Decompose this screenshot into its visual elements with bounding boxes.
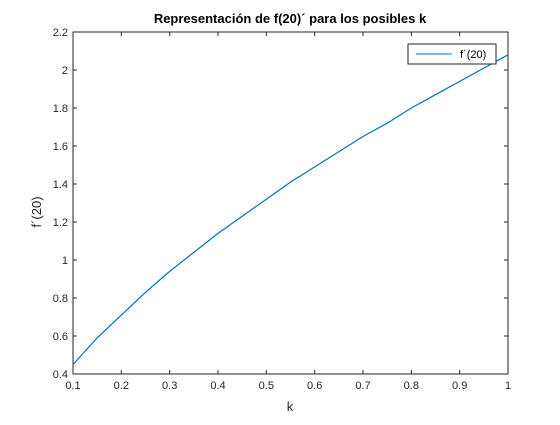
- x-tick-label: 0.5: [259, 380, 274, 392]
- x-tick-label: 0.6: [307, 380, 322, 392]
- y-axis-ticks: 0.4 0.6 0.8 1 1.2 1.4 1.6 1.8 2 2.2: [53, 27, 508, 381]
- x-tick-label: 0.2: [114, 380, 129, 392]
- chart-title: Representación de f(20)´ para los posibl…: [154, 11, 427, 26]
- x-tick-label: 0.8: [404, 380, 419, 392]
- legend-label: f´(20): [460, 49, 486, 61]
- y-tick-label: 0.4: [53, 369, 68, 381]
- axes-box: [72, 31, 509, 375]
- y-tick-label: 1.6: [53, 141, 68, 153]
- series-layer: [72, 54, 509, 365]
- x-axis-label: k: [287, 399, 294, 414]
- y-tick-label: 1.8: [53, 103, 68, 115]
- y-axis-label: f´(20): [29, 196, 44, 227]
- legend[interactable]: f´(20): [407, 43, 497, 65]
- y-tick-label: 1.4: [53, 179, 68, 191]
- y-tick-label: 0.8: [53, 293, 68, 305]
- y-tick-label: 0.6: [53, 331, 68, 343]
- y-tick-label: 2: [62, 65, 68, 77]
- x-tick-label: 0.7: [355, 380, 370, 392]
- x-tick-label: 1: [505, 380, 511, 392]
- y-tick-label: 1: [62, 255, 68, 267]
- x-axis-ticks: 0.1 0.2 0.3 0.4 0.5 0.6 0.7 0.8 0.9 1: [65, 32, 511, 392]
- y-tick-label: 1.2: [53, 217, 68, 229]
- series-line: [72, 54, 509, 365]
- plot-area: [72, 31, 509, 375]
- x-tick-label: 0.3: [162, 380, 177, 392]
- y-tick-label: 2.2: [53, 27, 68, 39]
- x-tick-label: 0.9: [452, 380, 467, 392]
- x-tick-label: 0.4: [210, 380, 225, 392]
- x-tick-label: 0.1: [65, 380, 80, 392]
